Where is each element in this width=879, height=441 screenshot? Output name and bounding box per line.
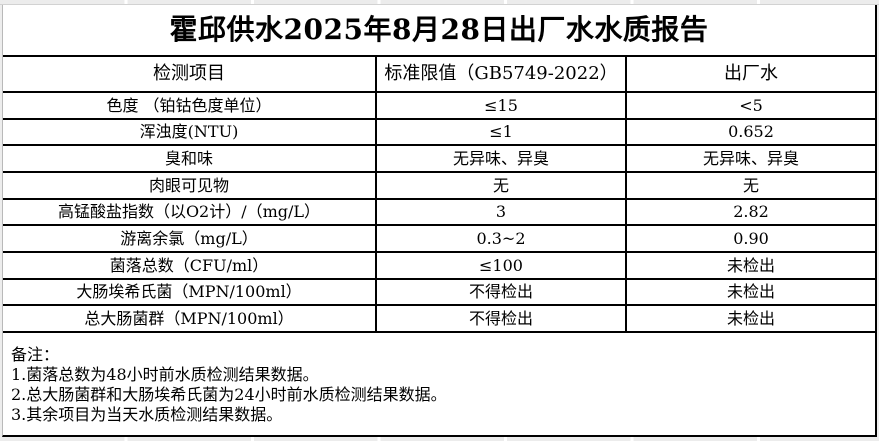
table-row: 大肠埃希氏菌（MPN/100ml） 不得检出 未检出	[3, 279, 875, 307]
item-cell[interactable]: 游离余氯（mg/L）	[3, 226, 377, 252]
value-cell[interactable]: 0.652	[728, 122, 774, 142]
table-row: 菌落总数（CFU/ml） ≤100 未检出	[3, 253, 875, 280]
header-test-item[interactable]: 检测项目	[3, 57, 377, 91]
item-cell[interactable]: 菌落总数（CFU/ml）	[3, 253, 377, 278]
value-cell[interactable]: <5	[739, 95, 763, 115]
table-row: 臭和味 无异味、异臭 无异味、异臭	[3, 146, 875, 174]
header-outlet-water[interactable]: 出厂水	[724, 63, 778, 85]
item-cell[interactable]: 高锰酸盐指数（以O2计）/（mg/L）	[3, 199, 377, 225]
item-cell[interactable]: 总大肠菌群（MPN/100ml）	[3, 306, 377, 332]
remark-item-2[interactable]: 2.总大肠菌群和大肠埃希氏菌为24小时前水质检测结果数据。	[11, 385, 447, 404]
item-cell[interactable]: 浑浊度(NTU)	[3, 119, 377, 145]
spreadsheet-gridlines-top	[0, 0, 879, 5]
value-cell[interactable]: 0.90	[733, 228, 769, 248]
item-cell[interactable]: 肉眼可见物	[3, 173, 377, 198]
spreadsheet-gridlines-bottom	[0, 437, 879, 441]
limit-cell[interactable]: ≤100	[377, 253, 627, 278]
item-cell[interactable]: 臭和味	[3, 146, 377, 172]
remarks-label[interactable]: 备注：	[11, 345, 60, 364]
remarks-block: 备注： 1.菌落总数为48小时前水质检测结果数据。 2.总大肠菌群和大肠埃希氏菌…	[3, 333, 875, 435]
limit-cell[interactable]: 不得检出	[377, 279, 627, 305]
value-cell[interactable]: 2.82	[733, 202, 769, 222]
remark-item-3[interactable]: 3.其余项目为当天水质检测结果数据。	[11, 405, 283, 424]
header-standard-limit[interactable]: 标准限值（GB5749-2022）	[377, 57, 627, 91]
value-cell[interactable]: 无异味、异臭	[702, 148, 799, 168]
table-body: 色度 （铂钴色度单位） ≤15 <5 浑浊度(NTU) ≤1 0.652 臭和味…	[3, 93, 875, 334]
value-cell[interactable]: 未检出	[726, 282, 775, 302]
limit-cell[interactable]: ≤1	[377, 119, 627, 145]
limit-cell[interactable]: ≤15	[377, 93, 627, 118]
table-row: 总大肠菌群（MPN/100ml） 不得检出 未检出	[3, 306, 875, 334]
value-cell[interactable]: 无	[742, 175, 759, 195]
table-row: 色度 （铂钴色度单位） ≤15 <5	[3, 93, 875, 120]
limit-cell[interactable]: 3	[377, 199, 627, 225]
limit-cell[interactable]: 无	[377, 173, 627, 198]
table-row: 浑浊度(NTU) ≤1 0.652	[3, 119, 875, 147]
item-cell[interactable]: 大肠埃希氏菌（MPN/100ml）	[3, 279, 377, 305]
table-header-row: 检测项目 标准限值（GB5749-2022） 出厂水	[3, 57, 875, 93]
value-cell[interactable]: 未检出	[726, 255, 775, 275]
limit-cell[interactable]: 0.3~2	[377, 226, 627, 252]
value-cell[interactable]: 未检出	[726, 308, 775, 328]
remark-item-1[interactable]: 1.菌落总数为48小时前水质检测结果数据。	[11, 365, 319, 384]
limit-cell[interactable]: 无异味、异臭	[377, 146, 627, 172]
table-row: 肉眼可见物 无 无	[3, 173, 875, 200]
report-title[interactable]: 霍邱供水2025年8月28日出厂水水质报告	[3, 5, 875, 57]
water-quality-report-sheet: 霍邱供水2025年8月28日出厂水水质报告 检测项目 标准限值（GB5749-2…	[2, 5, 877, 437]
item-cell[interactable]: 色度 （铂钴色度单位）	[3, 93, 377, 118]
table-row: 游离余氯（mg/L） 0.3~2 0.90	[3, 226, 875, 254]
limit-cell[interactable]: 不得检出	[377, 306, 627, 332]
table-row: 高锰酸盐指数（以O2计）/（mg/L） 3 2.82	[3, 199, 875, 227]
